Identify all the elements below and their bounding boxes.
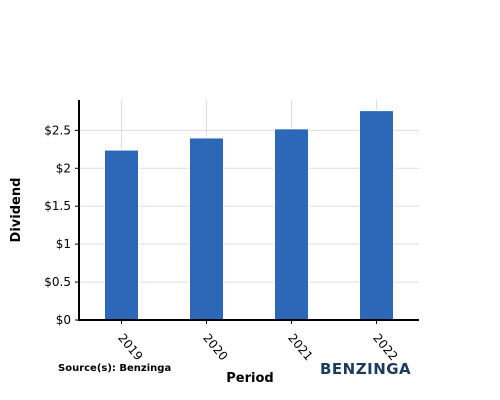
y-tick-label: $2.5	[44, 123, 71, 137]
y-tick-label: $0.5	[44, 275, 71, 289]
x-tick-label: 2019	[115, 331, 145, 363]
x-tick-label: 2021	[285, 331, 315, 363]
y-tick-label: $2	[56, 161, 71, 175]
y-axis-title: Dividend	[9, 178, 24, 243]
bars	[104, 110, 394, 321]
benzinga-logo: BENZINGA	[320, 360, 412, 378]
bar-2020	[189, 137, 224, 321]
x-tick-label: 2020	[200, 331, 230, 363]
x-ticks: 2019 2020 2021 2022	[115, 320, 401, 363]
bar-2019	[104, 149, 139, 321]
y-tick-label: $0	[56, 313, 71, 327]
x-tick-label: 2022	[370, 331, 400, 363]
axes	[78, 100, 419, 321]
x-axis-title: Period	[226, 371, 273, 386]
y-tick-label: $1	[56, 237, 71, 251]
y-tick-label: $1.5	[44, 199, 71, 213]
source-note: Source(s): Benzinga	[58, 363, 172, 374]
bar-2022	[359, 110, 394, 321]
bar-2021	[274, 128, 309, 321]
y-ticks: $0 $0.5 $1 $1.5 $2 $2.5	[44, 123, 79, 327]
